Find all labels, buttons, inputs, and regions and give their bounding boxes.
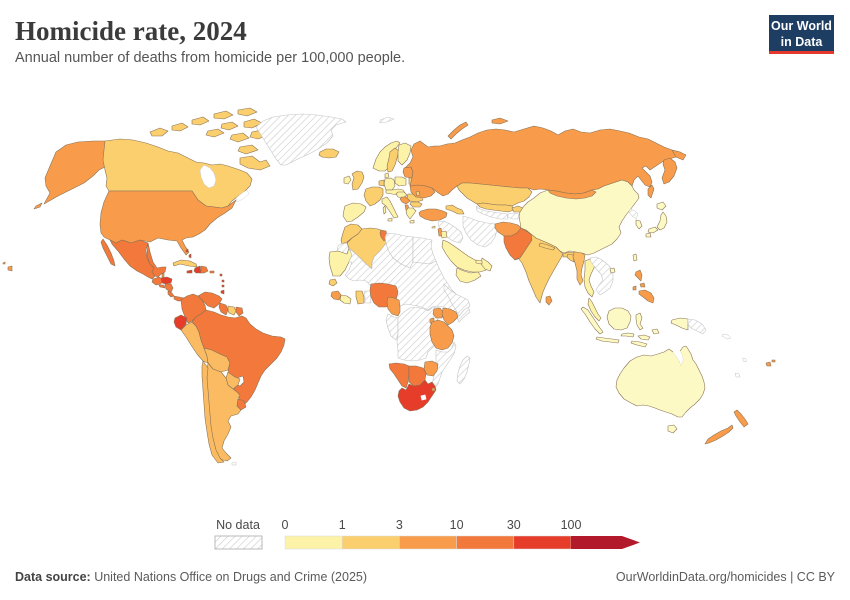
- svg-text:10: 10: [450, 518, 464, 532]
- svg-text:100: 100: [561, 518, 582, 532]
- svg-text:0: 0: [282, 518, 289, 532]
- svg-text:1: 1: [339, 518, 346, 532]
- svg-text:30: 30: [507, 518, 521, 532]
- svg-text:No data: No data: [216, 518, 260, 532]
- svg-text:3: 3: [396, 518, 403, 532]
